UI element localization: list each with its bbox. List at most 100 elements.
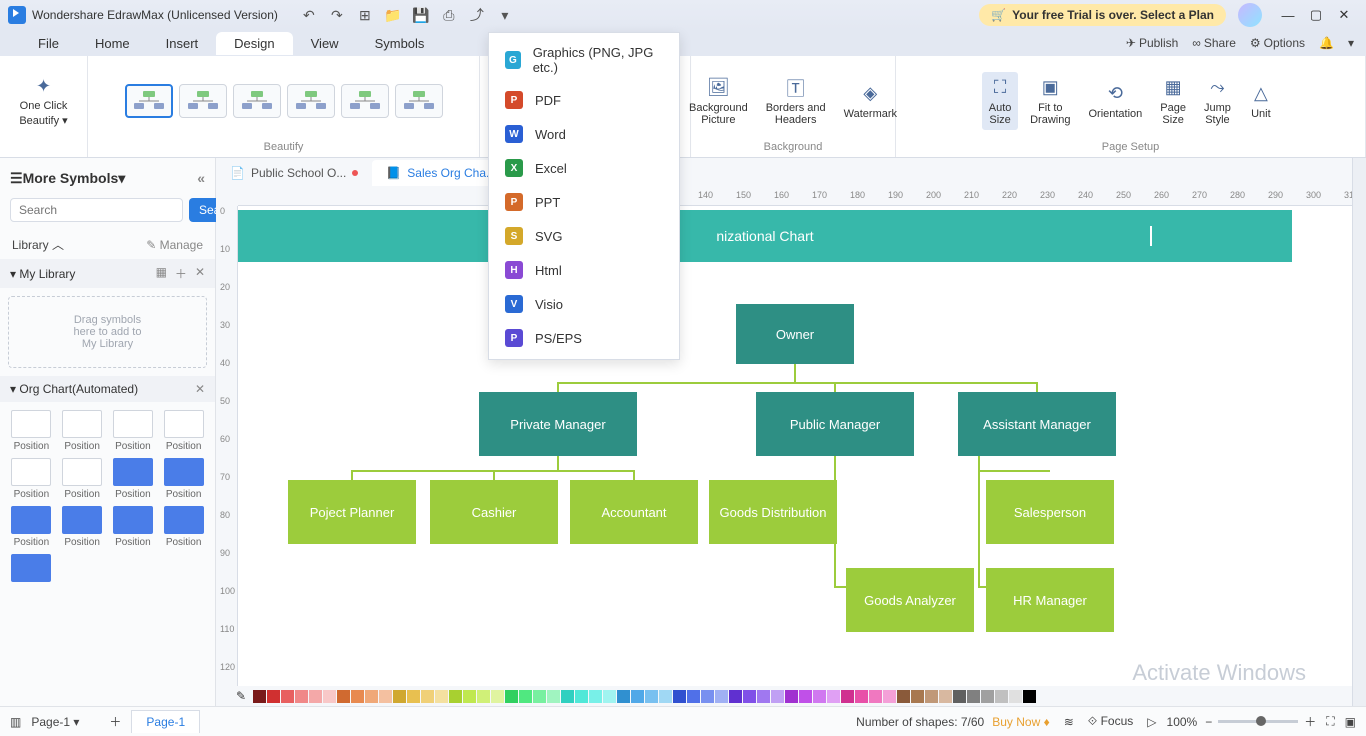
menu-file[interactable]: File <box>20 32 77 55</box>
color-swatch-24[interactable] <box>589 690 602 703</box>
export-item-svg[interactable]: SSVG <box>489 219 679 253</box>
open-icon[interactable]: 📁 <box>386 8 400 22</box>
manage-button[interactable]: ✎ Manage <box>146 238 203 252</box>
autosize-button[interactable]: ⛶Auto Size <box>982 72 1018 130</box>
org-node-ga[interactable]: Goods Analyzer <box>846 568 974 632</box>
fit-screen-icon[interactable]: ⛶ <box>1326 714 1334 729</box>
org-node-pm[interactable]: Private Manager <box>479 392 637 456</box>
search-input[interactable] <box>10 198 183 222</box>
color-swatch-34[interactable] <box>729 690 742 703</box>
color-swatch-40[interactable] <box>813 690 826 703</box>
fit-drawing-button[interactable]: ▣Fit to Drawing <box>1024 72 1076 130</box>
play-icon[interactable]: ▷ <box>1147 715 1156 729</box>
color-swatch-39[interactable] <box>799 690 812 703</box>
theme-thumb-3[interactable] <box>287 84 335 118</box>
shape-position-3[interactable]: Position <box>160 410 207 452</box>
color-swatch-14[interactable] <box>449 690 462 703</box>
theme-thumb-1[interactable] <box>179 84 227 118</box>
shape-position-5[interactable]: Position <box>59 458 106 500</box>
export-item-ppt[interactable]: PPPT <box>489 185 679 219</box>
color-swatch-55[interactable] <box>1023 690 1036 703</box>
theme-thumb-2[interactable] <box>233 84 281 118</box>
color-swatch-30[interactable] <box>673 690 686 703</box>
orgchart-close-icon[interactable]: ✕ <box>195 382 205 396</box>
orientation-button[interactable]: ⟲Orientation <box>1082 78 1148 124</box>
undo-icon[interactable]: ↶ <box>302 8 316 22</box>
layers-icon[interactable]: ≋ <box>1064 715 1074 729</box>
watermark-button[interactable]: ◈Watermark <box>838 78 903 124</box>
shape-position-10[interactable]: Position <box>110 506 157 548</box>
page-size-button[interactable]: ▦Page Size <box>1154 72 1192 130</box>
new-icon[interactable]: ⊞ <box>358 8 372 22</box>
export-item-html[interactable]: HHtml <box>489 253 679 287</box>
color-swatch-10[interactable] <box>393 690 406 703</box>
shape-position-11[interactable]: Position <box>160 506 207 548</box>
redo-icon[interactable]: ↷ <box>330 8 344 22</box>
color-swatch-35[interactable] <box>743 690 756 703</box>
export-item-visio[interactable]: VVisio <box>489 287 679 321</box>
color-swatch-52[interactable] <box>981 690 994 703</box>
fullscreen-icon[interactable]: ▣ <box>1345 715 1356 729</box>
color-swatch-22[interactable] <box>561 690 574 703</box>
color-swatch-4[interactable] <box>309 690 322 703</box>
unit-button[interactable]: △Unit <box>1243 78 1279 124</box>
library-label[interactable]: Library ︿ <box>12 236 64 253</box>
color-swatch-47[interactable] <box>911 690 924 703</box>
color-swatch-26[interactable] <box>617 690 630 703</box>
color-swatch-23[interactable] <box>575 690 588 703</box>
maximize-button[interactable]: ▢ <box>1302 7 1330 23</box>
panel-collapse-icon[interactable]: « <box>197 170 205 186</box>
color-swatch-19[interactable] <box>519 690 532 703</box>
color-swatch-20[interactable] <box>533 690 546 703</box>
color-swatch-43[interactable] <box>855 690 868 703</box>
menu-symbols[interactable]: Symbols <box>357 32 443 55</box>
pages-icon[interactable]: ▥ <box>10 715 21 729</box>
options-button[interactable]: ⚙ Options <box>1250 36 1305 50</box>
page-tab-bottom[interactable]: Page-1 <box>131 710 200 733</box>
canvas[interactable]: nizational Chart OwnerPrivate ManagerPub… <box>238 206 1352 686</box>
print-icon[interactable]: ⎙ <box>442 8 456 22</box>
color-swatch-28[interactable] <box>645 690 658 703</box>
export-item-pdf[interactable]: PPDF <box>489 83 679 117</box>
color-swatch-1[interactable] <box>267 690 280 703</box>
shape-position-1[interactable]: Position <box>59 410 106 452</box>
color-swatch-3[interactable] <box>295 690 308 703</box>
color-swatch-25[interactable] <box>603 690 616 703</box>
color-swatch-50[interactable] <box>953 690 966 703</box>
shape-position-4[interactable]: Position <box>8 458 55 500</box>
lib-grid-icon[interactable]: ▦ <box>156 265 167 282</box>
shape-position-8[interactable]: Position <box>8 506 55 548</box>
export-item-graphics-png-jpg-etc-[interactable]: GGraphics (PNG, JPG etc.) <box>489 37 679 83</box>
eyedropper-icon[interactable]: ✎ <box>236 689 246 703</box>
color-swatch-37[interactable] <box>771 690 784 703</box>
qa-more-icon[interactable]: ▾ <box>498 8 512 22</box>
color-swatch-15[interactable] <box>463 690 476 703</box>
org-node-pub[interactable]: Public Manager <box>756 392 914 456</box>
color-swatch-46[interactable] <box>897 690 910 703</box>
notification-icon[interactable]: 🔔 <box>1319 36 1334 50</box>
color-swatch-17[interactable] <box>491 690 504 703</box>
color-swatch-36[interactable] <box>757 690 770 703</box>
trial-banner[interactable]: 🛒 Your free Trial is over. Select a Plan <box>979 4 1226 26</box>
bg-picture-button[interactable]: 🖼Background Picture <box>683 72 754 130</box>
color-swatch-44[interactable] <box>869 690 882 703</box>
color-swatch-54[interactable] <box>1009 690 1022 703</box>
theme-thumb-4[interactable] <box>341 84 389 118</box>
color-swatch-7[interactable] <box>351 690 364 703</box>
minimize-button[interactable]: — <box>1274 8 1302 23</box>
shape-position-7[interactable]: Position <box>160 458 207 500</box>
color-swatch-12[interactable] <box>421 690 434 703</box>
color-swatch-49[interactable] <box>939 690 952 703</box>
export-item-excel[interactable]: XExcel <box>489 151 679 185</box>
color-swatch-13[interactable] <box>435 690 448 703</box>
library-dropzone[interactable]: Drag symbols here to add to My Library <box>8 296 207 368</box>
color-swatch-53[interactable] <box>995 690 1008 703</box>
color-swatch-11[interactable] <box>407 690 420 703</box>
menu-insert[interactable]: Insert <box>148 32 217 55</box>
theme-thumb-0[interactable] <box>125 84 173 118</box>
zoom-slider[interactable] <box>1218 720 1298 723</box>
org-node-am[interactable]: Assistant Manager <box>958 392 1116 456</box>
color-swatch-18[interactable] <box>505 690 518 703</box>
org-node-acc[interactable]: Accountant <box>570 480 698 544</box>
export-icon[interactable]: ⤴ <box>470 8 484 22</box>
